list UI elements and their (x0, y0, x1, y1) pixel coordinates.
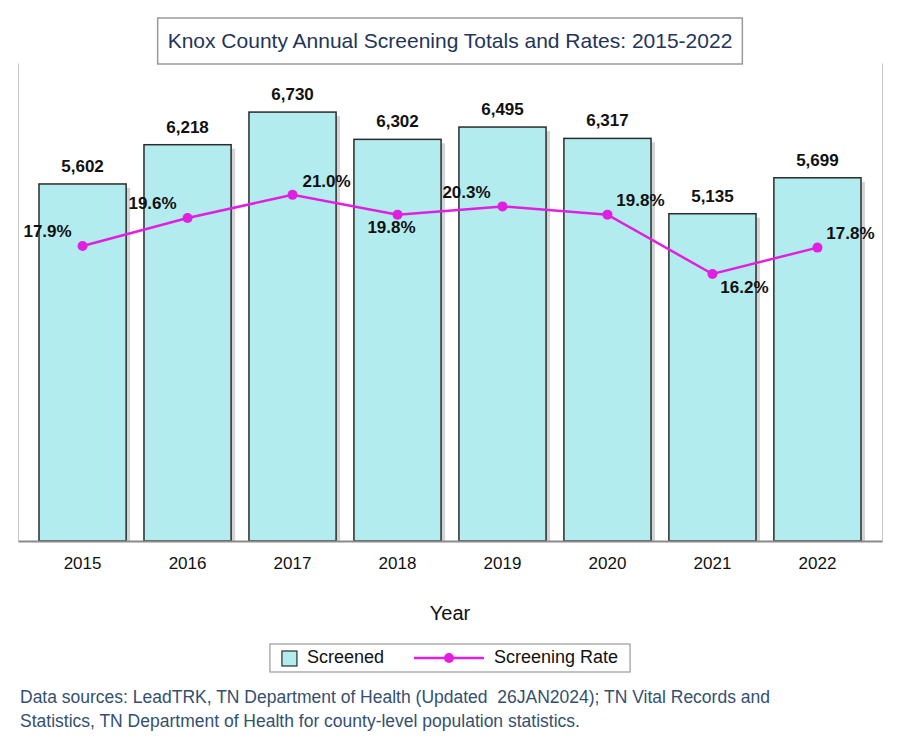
bar (669, 214, 756, 541)
legend-label: Screened (307, 647, 384, 667)
x-axis-line (19, 541, 883, 543)
legend-frame (270, 644, 630, 672)
x-tick: 2018 (379, 554, 417, 573)
title: Knox County Annual Screening Totals and … (168, 29, 733, 52)
y-axis-line (18, 64, 19, 542)
line-marker (78, 241, 88, 251)
x-axis-title: Year (430, 602, 471, 624)
legend-swatch (282, 651, 297, 666)
x-tick-label: 2021 (694, 554, 732, 573)
x-tick-label: 2016 (169, 554, 207, 573)
line-marker (707, 269, 717, 279)
line (83, 195, 818, 274)
chart: Knox County Annual Screening Totals and … (0, 0, 900, 750)
line-marker (183, 213, 193, 223)
x-tick-label: 2015 (64, 554, 102, 573)
line-marker (497, 201, 507, 211)
x-tick-label: 2020 (589, 554, 627, 573)
line-marker (288, 190, 298, 200)
bar-label: 5,699 (796, 151, 839, 170)
bar-label: 6,218 (166, 118, 209, 137)
line-label: 19.6% (128, 194, 176, 213)
line-label: 21.0% (302, 172, 350, 191)
line-label: 19.8% (616, 191, 664, 210)
title-box (158, 18, 743, 64)
legend-label: Screening Rate (494, 647, 618, 667)
note: Data sources: LeadTRK, TN Department of … (20, 687, 770, 731)
legend-items: Screened Screening Rate (282, 647, 618, 667)
line-label: 17.9% (23, 222, 71, 241)
legend-marker (444, 653, 454, 663)
x-tick: 2019 (484, 554, 522, 573)
x-tick: 2017 (274, 554, 312, 573)
x-tick: 2015 (64, 554, 102, 573)
bar-label: 5,602 (61, 157, 104, 176)
legend-item: Screening Rate (414, 647, 618, 667)
x-tick-label: 2019 (484, 554, 522, 573)
bar-label: 5,135 (691, 187, 734, 206)
note-line: Statistics, TN Department of Health for … (20, 711, 580, 731)
note-line: Data sources: LeadTRK, TN Department of … (20, 687, 770, 707)
x-tick: 2020 (589, 554, 627, 573)
bar (354, 139, 441, 541)
bar-label: 6,317 (586, 111, 629, 130)
y-axis (18, 64, 19, 542)
line-label: 20.3% (442, 183, 490, 202)
x-axis: 2015 2016 2017 2018 2019 2020 2021 2022 (19, 542, 883, 574)
x-tick: 2021 (694, 554, 732, 573)
line-marker (812, 243, 822, 253)
x-tick-label: 2018 (379, 554, 417, 573)
plot-area (39, 112, 865, 541)
line-label: 17.8% (826, 224, 874, 243)
bar-label: 6,302 (376, 112, 419, 131)
line-label: 19.8% (367, 218, 415, 237)
bar-label: 6,730 (271, 85, 314, 104)
legend-item: Screened (282, 647, 384, 667)
x-tick: 2022 (799, 554, 837, 573)
title-group: Knox County Annual Screening Totals and … (158, 18, 743, 64)
x-tick: 2016 (169, 554, 207, 573)
bar-label: 6,495 (481, 100, 524, 119)
y2-axis-line (882, 64, 883, 542)
line-label: 16.2% (720, 278, 768, 297)
data-labels: 5,602 6,218 6,730 6,302 6,495 6,317 5,135 5,699… (23, 85, 874, 297)
legend: Screened Screening Rate (270, 644, 630, 672)
y2-axis (882, 64, 883, 542)
line-marker (602, 210, 612, 220)
x-tick-label: 2022 (799, 554, 837, 573)
x-tick-label: 2017 (274, 554, 312, 573)
